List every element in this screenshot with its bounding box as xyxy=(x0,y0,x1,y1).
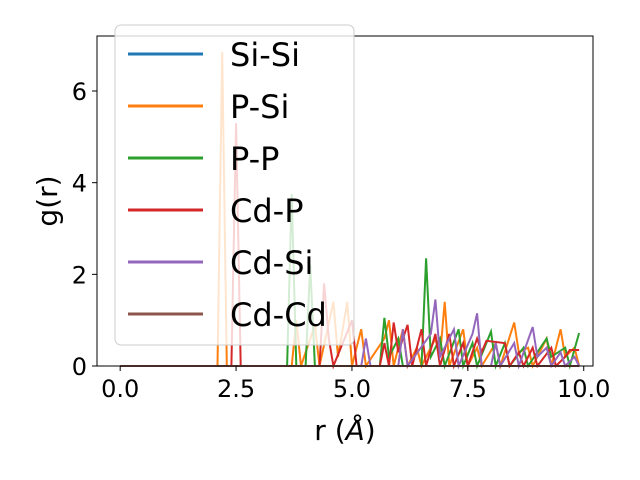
x-axis-label: r (Å) xyxy=(314,413,375,447)
x-tick-label: 0.0 xyxy=(101,375,139,403)
y-tick-label: 0 xyxy=(72,353,87,381)
legend-label-p-si: P-Si xyxy=(230,88,289,126)
y-tick-label: 2 xyxy=(72,261,87,289)
series-line-cd-p xyxy=(120,123,580,370)
x-tick-label: 2.5 xyxy=(217,375,255,403)
legend-label-cd-p: Cd-P xyxy=(230,192,304,230)
x-tick-label: 10.0 xyxy=(557,375,610,403)
y-tick-label: 4 xyxy=(72,170,87,198)
y-tick-label: 6 xyxy=(72,78,87,106)
x-axis-ticks: 0.0 2.5 5.0 7.5 10.0 xyxy=(101,366,610,403)
legend-label-p-p: P-P xyxy=(230,140,279,178)
x-tick-label: 5.0 xyxy=(333,375,371,403)
x-tick-label: 7.5 xyxy=(449,375,487,403)
legend: Si-Si P-Si P-P Cd-P Cd-Si Cd-Cd xyxy=(114,24,355,346)
legend-label-si-si: Si-Si xyxy=(230,36,300,74)
y-axis-ticks: 0 2 4 6 xyxy=(72,78,97,381)
series-line-cd-si xyxy=(120,299,580,370)
legend-label-cd-si: Cd-Si xyxy=(230,244,313,282)
legend-label-cd-cd: Cd-Cd xyxy=(230,296,327,334)
y-axis-label: g(r) xyxy=(31,175,64,226)
